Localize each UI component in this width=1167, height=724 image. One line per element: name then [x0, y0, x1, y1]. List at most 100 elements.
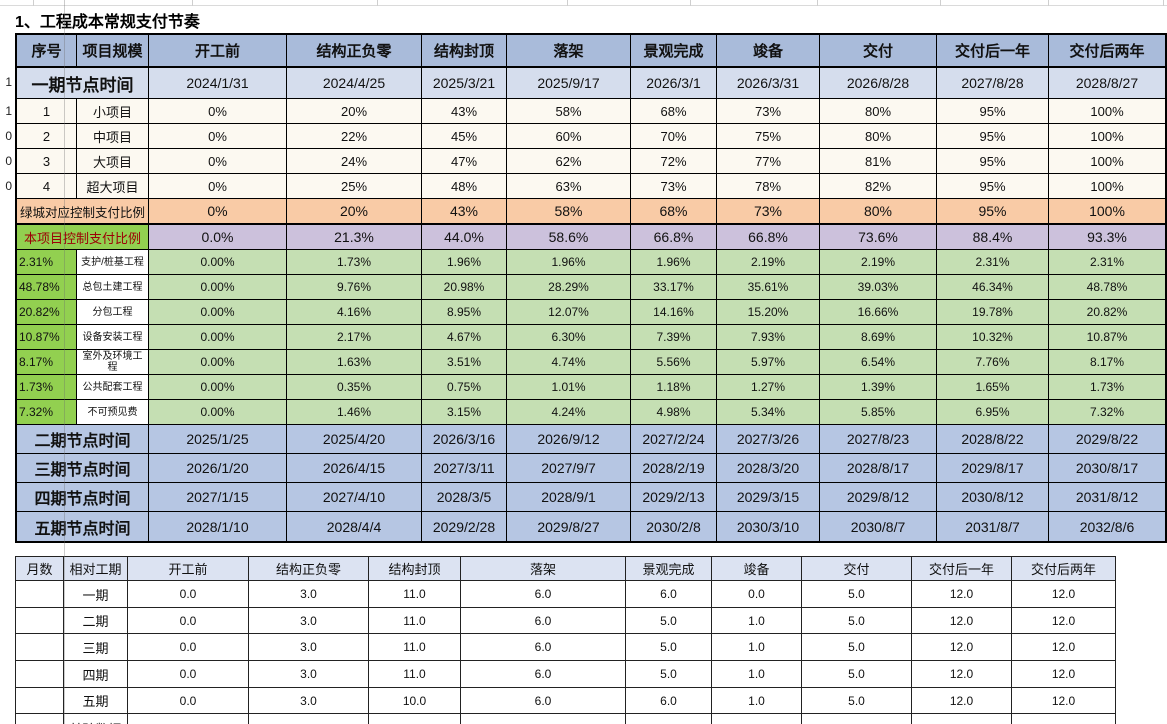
month-cell[interactable]: 11.0 [369, 634, 461, 661]
pct-cell[interactable]: 1.18% [631, 375, 717, 400]
header-milestone-cell[interactable]: 景观完成 [631, 35, 717, 68]
month-cell[interactable]: 6.0 [626, 581, 712, 608]
pct-cell[interactable]: 4.16% [287, 300, 422, 325]
month-cell[interactable]: 0.0 [712, 581, 802, 608]
pct-cell[interactable]: 1.73% [287, 250, 422, 275]
header-scale-cell[interactable]: 项目规模 [77, 35, 149, 68]
header-milestone-cell[interactable]: 结构封顶 [369, 557, 461, 581]
month-cell[interactable]: 11.0 [369, 608, 461, 634]
pct-cell[interactable]: 25% [287, 174, 422, 199]
date-cell[interactable]: 2029/2/13 [631, 483, 717, 512]
pct-cell[interactable]: 48% [422, 174, 507, 199]
pct-cell[interactable]: 0.00% [149, 325, 287, 350]
pct-cell[interactable]: 44.0% [422, 224, 507, 250]
pct-cell[interactable]: 0.35% [287, 375, 422, 400]
month-cell[interactable]: 1.0 [712, 661, 802, 688]
date-cell[interactable]: 2026/3/1 [631, 68, 717, 99]
pct-cell[interactable]: 95% [937, 99, 1049, 124]
lvcheng-label-cell[interactable]: 绿城对应控制支付比例 [17, 199, 149, 224]
pct-cell[interactable]: 0% [149, 124, 287, 149]
pct-cell[interactable]: 7.32% [1049, 400, 1165, 425]
pct-cell[interactable]: 20% [287, 199, 422, 224]
date-cell[interactable]: 2028/2/19 [631, 454, 717, 483]
pct-cell[interactable]: 68% [631, 199, 717, 224]
pct-cell[interactable]: 8.17% [1049, 350, 1165, 375]
date-cell[interactable]: 2027/3/11 [422, 454, 507, 483]
month-cell[interactable]: 3.0 [249, 661, 369, 688]
header-seq-cell[interactable]: 序号 [17, 35, 77, 68]
month-cell[interactable]: 0.0 [128, 608, 249, 634]
header-milestone-cell[interactable]: 结构正负零 [287, 35, 422, 68]
month-cell[interactable]: 3.0 [249, 634, 369, 661]
pct-cell[interactable]: 0.75% [422, 375, 507, 400]
pct-cell[interactable]: 2.19% [820, 250, 937, 275]
pct-cell[interactable]: 43% [422, 199, 507, 224]
weight-pct-cell[interactable]: 20.82% [17, 300, 77, 325]
header-milestone-cell[interactable]: 景观完成 [626, 557, 712, 581]
pct-cell[interactable]: 100% [1049, 99, 1165, 124]
pct-cell[interactable]: 0.00% [149, 275, 287, 300]
header-milestone-cell[interactable]: 落架 [507, 35, 631, 68]
date-cell[interactable]: 2030/2/8 [631, 512, 717, 541]
empty-cell[interactable] [16, 688, 64, 714]
date-cell[interactable]: 2031/8/7 [937, 512, 1049, 541]
date-cell[interactable]: 2029/8/17 [937, 454, 1049, 483]
phase-name-cell[interactable]: 一期 [64, 581, 128, 608]
pct-cell[interactable]: 7.93% [717, 325, 820, 350]
date-cell[interactable]: 2031/8/12 [1049, 483, 1165, 512]
pct-cell[interactable]: 1.46% [287, 400, 422, 425]
date-cell[interactable]: 2030/8/7 [820, 512, 937, 541]
pct-cell[interactable]: 7.76% [937, 350, 1049, 375]
phase1-label-cell[interactable]: 一期节点时间 [17, 68, 149, 99]
phase-name-cell[interactable]: 五期 [64, 688, 128, 714]
pct-cell[interactable]: 0.00% [149, 300, 287, 325]
cost-label-cell[interactable]: 室外及环境工程 [77, 350, 149, 375]
empty-cell[interactable] [16, 634, 64, 661]
month-cell[interactable]: 3.0 [249, 608, 369, 634]
pct-cell[interactable]: 0% [149, 174, 287, 199]
pct-cell[interactable]: 100% [1049, 149, 1165, 174]
day-cell[interactable] [712, 714, 802, 724]
pct-cell[interactable]: 0.00% [149, 400, 287, 425]
date-cell[interactable]: 2027/9/7 [507, 454, 631, 483]
month-cell[interactable]: 12.0 [912, 688, 1012, 714]
weight-pct-cell[interactable]: 1.73% [17, 375, 77, 400]
pct-cell[interactable]: 15.20% [717, 300, 820, 325]
month-cell[interactable]: 6.0 [461, 661, 626, 688]
pct-cell[interactable]: 20.82% [1049, 300, 1165, 325]
day-cell[interactable]: 1440 [461, 714, 626, 724]
scale-cell[interactable]: 大项目 [77, 149, 149, 174]
pct-cell[interactable]: 2.31% [1049, 250, 1165, 275]
date-cell[interactable]: 2028/3/5 [422, 483, 507, 512]
pct-cell[interactable]: 72% [631, 149, 717, 174]
pct-cell[interactable]: 100% [1049, 199, 1165, 224]
month-cell[interactable]: 12.0 [1012, 581, 1115, 608]
pct-cell[interactable]: 0.00% [149, 375, 287, 400]
month-cell[interactable]: 6.0 [626, 688, 712, 714]
month-cell[interactable]: 1.0 [712, 634, 802, 661]
pct-cell[interactable]: 66.8% [717, 224, 820, 250]
month-cell[interactable]: 5.0 [626, 661, 712, 688]
pct-cell[interactable]: 6.95% [937, 400, 1049, 425]
month-cell[interactable]: 6.0 [461, 581, 626, 608]
pct-cell[interactable]: 60% [507, 124, 631, 149]
pct-cell[interactable]: 73% [717, 199, 820, 224]
pct-cell[interactable]: 45% [422, 124, 507, 149]
pct-cell[interactable]: 4.98% [631, 400, 717, 425]
pct-cell[interactable]: 62% [507, 149, 631, 174]
month-cell[interactable]: 11.0 [369, 581, 461, 608]
month-cell[interactable]: 12.0 [1012, 608, 1115, 634]
date-cell[interactable]: 2029/8/27 [507, 512, 631, 541]
date-cell[interactable]: 2028/4/4 [287, 512, 422, 541]
pct-cell[interactable]: 7.39% [631, 325, 717, 350]
pct-cell[interactable]: 0.0% [149, 224, 287, 250]
date-cell[interactable]: 2026/8/28 [820, 68, 937, 99]
pct-cell[interactable]: 10.32% [937, 325, 1049, 350]
pct-cell[interactable]: 66.8% [631, 224, 717, 250]
month-cell[interactable]: 6.0 [461, 634, 626, 661]
header-milestone-cell[interactable]: 交付后一年 [912, 557, 1012, 581]
month-cell[interactable]: 0.0 [128, 581, 249, 608]
pct-cell[interactable]: 80% [820, 99, 937, 124]
phase-label-cell[interactable]: 三期节点时间 [17, 454, 149, 483]
pct-cell[interactable]: 21.3% [287, 224, 422, 250]
